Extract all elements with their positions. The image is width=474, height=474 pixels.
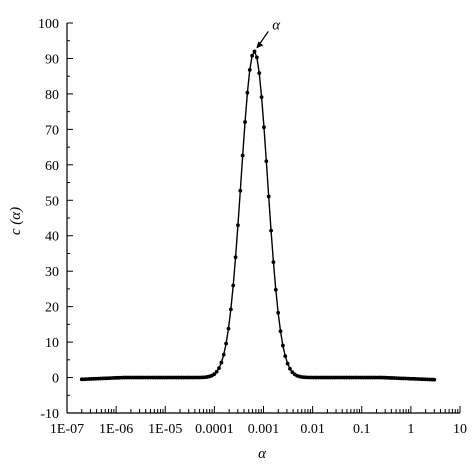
data-point	[233, 255, 238, 260]
x-tick-label: 1	[407, 422, 414, 437]
data-point	[252, 49, 257, 54]
y-tick-label: 80	[45, 88, 59, 103]
data-point	[245, 90, 250, 95]
data-point	[259, 95, 264, 99]
x-tick-label: 10	[453, 422, 467, 437]
data-point	[264, 159, 269, 164]
y-tick-label: 40	[45, 230, 59, 245]
x-axis-label: α	[258, 446, 267, 462]
data-point	[280, 343, 285, 348]
data-point	[212, 372, 217, 377]
data-point	[240, 153, 245, 158]
y-tick-label: 30	[45, 265, 59, 280]
data-point	[273, 287, 278, 292]
data-point	[228, 307, 233, 312]
x-axis: 1E-07 1E-06 1E-05 0.0001 0.001 0.01 0.1 1 10	[50, 406, 467, 437]
data-point	[219, 360, 224, 365]
y-tick-label: 90	[45, 52, 59, 67]
series-line	[81, 49, 435, 381]
y-axis-label: c (α)	[8, 207, 24, 235]
x-tick-label: 1E-06	[99, 422, 133, 437]
x-tick-label: 0.01	[300, 422, 325, 437]
data-point	[226, 326, 231, 331]
x-tick-label: 0.001	[248, 422, 280, 437]
y-tick-label: 60	[45, 159, 59, 174]
peak-annotation: α	[256, 17, 281, 49]
data-point	[247, 68, 252, 72]
y-tick-label: 10	[45, 336, 59, 351]
data-point	[266, 194, 271, 199]
series-group	[79, 49, 437, 382]
y-axis: -10 0 10 20 30 40 50 60 70 80 90 100	[38, 17, 73, 422]
data-point	[243, 120, 247, 124]
x-tick-label: 1E-05	[148, 422, 182, 437]
annotation-arrowhead	[256, 41, 264, 49]
data-point	[276, 310, 281, 315]
y-tick-label: -10	[40, 407, 59, 422]
y-tick-label: 100	[38, 17, 59, 32]
data-point	[271, 260, 276, 265]
x-tick-label: 0.0001	[195, 422, 234, 437]
data-point	[214, 369, 219, 374]
data-point	[269, 228, 273, 233]
data-point	[236, 223, 240, 228]
data-point	[262, 125, 266, 130]
data-point	[432, 377, 437, 382]
data-point	[283, 354, 288, 359]
y-tick-label: 70	[45, 123, 59, 138]
data-point	[257, 71, 262, 75]
axes-frame	[66, 23, 460, 414]
data-point	[221, 352, 226, 357]
data-point	[250, 53, 255, 58]
data-point	[224, 341, 229, 346]
y-tick-label: 0	[52, 372, 59, 387]
data-point	[254, 55, 259, 60]
y-tick-label: 50	[45, 194, 59, 209]
x-tick-label: 0.1	[353, 422, 371, 437]
data-point	[238, 188, 243, 193]
data-point	[278, 329, 283, 334]
data-point	[288, 366, 292, 371]
annotation-label: α	[272, 17, 281, 33]
x-tick-label: 1E-07	[50, 422, 84, 437]
data-point	[217, 366, 221, 370]
y-tick-label: 20	[45, 301, 59, 316]
data-point	[285, 361, 290, 366]
data-point	[231, 283, 236, 288]
